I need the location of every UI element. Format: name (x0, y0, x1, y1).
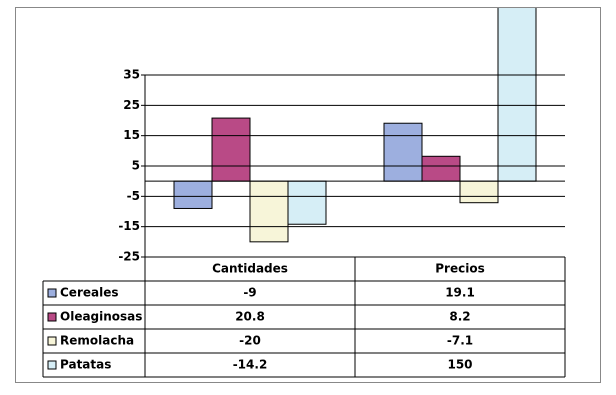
y-tick-label: -15 (118, 219, 140, 233)
bar (173, 180, 213, 209)
bar (497, 8, 537, 182)
legend-key (47, 288, 57, 298)
table-header: Precios (435, 262, 484, 276)
bar (211, 117, 251, 182)
plot-area (173, 8, 537, 243)
table-value: -9 (243, 286, 256, 300)
table-value: -14.2 (233, 358, 268, 372)
table-value: 150 (447, 358, 472, 372)
table-header: Cantidades (212, 262, 288, 276)
legend-label: Remolacha (60, 334, 134, 348)
bar (287, 180, 327, 225)
bar (459, 180, 499, 204)
table-value: 19.1 (445, 286, 475, 300)
table-value: -7.1 (447, 334, 473, 348)
legend-key (47, 312, 57, 322)
table-value: 20.8 (235, 310, 265, 324)
table-value: 8.2 (449, 310, 470, 324)
table-value: -20 (239, 334, 261, 348)
legend-label: Oleaginosas (60, 310, 142, 324)
legend-label: Cereales (60, 286, 119, 300)
bar (421, 155, 461, 182)
legend-label: Patatas (60, 358, 111, 372)
y-tick-label: -5 (127, 189, 140, 203)
y-tick-label: 25 (123, 98, 140, 112)
bar (383, 122, 423, 182)
legend-key (47, 336, 57, 346)
bar (249, 180, 289, 243)
y-tick-label: 15 (123, 128, 140, 142)
legend-key (47, 360, 57, 370)
y-tick-label: -25 (118, 250, 140, 264)
y-tick-label: 5 (132, 159, 140, 173)
y-tick-label: 35 (123, 68, 140, 82)
